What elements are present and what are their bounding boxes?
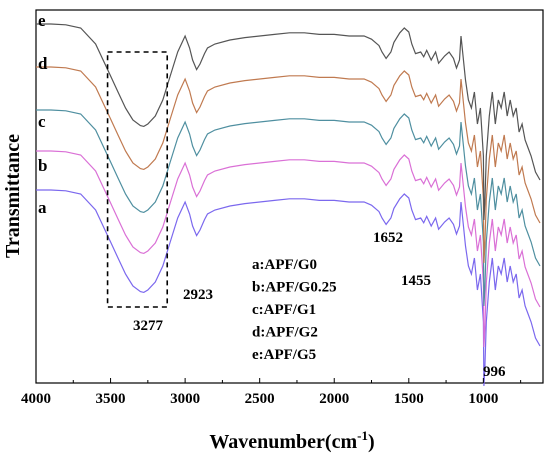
peak-label-3277: 3277 <box>133 318 164 334</box>
x-tick-label: 3500 <box>96 391 126 407</box>
legend: a:APF/G0 b:APF/G0.25 c:APF/G1 d:APF/G2 e:APF… <box>252 257 337 363</box>
highlight-box <box>106 51 169 308</box>
x-tick-label: 3000 <box>170 391 200 407</box>
series-letter-e: e <box>38 11 46 30</box>
legend-entry: d:APF/G2 <box>252 325 318 341</box>
series-letter-c: c <box>38 112 46 131</box>
series-line-b <box>36 150 541 348</box>
x-tick-label: 1500 <box>394 391 424 407</box>
x-tick-label: 2500 <box>245 391 275 407</box>
x-tick-label: 4000 <box>21 391 51 407</box>
x-tick-label: 2000 <box>319 391 349 407</box>
x-axis-ticks: 4000 3500 3000 2500 2000 1500 1000 <box>21 378 522 407</box>
peak-label-996: 996 <box>483 364 506 380</box>
x-tick-label: 1000 <box>468 391 498 407</box>
peak-label-1652: 1652 <box>373 230 403 246</box>
series-line-a <box>36 189 541 387</box>
x-axis-label-sup: -1 <box>357 428 368 443</box>
legend-entry: a:APF/G0 <box>252 257 317 273</box>
series-letter-d: d <box>38 54 48 73</box>
y-axis-label: Transmittance <box>2 134 24 258</box>
series-letter-a: a <box>38 198 47 217</box>
peak-label-1455: 1455 <box>401 273 431 289</box>
x-axis-label-main: Wavenumber(cm <box>209 431 357 453</box>
x-axis-label-close: ) <box>368 431 375 453</box>
plot-frame <box>35 9 544 384</box>
peak-labels: 3277 2923 1652 1455 996 <box>133 230 506 380</box>
series-line-d <box>36 66 541 264</box>
legend-entry: b:APF/G0.25 <box>252 280 337 296</box>
series-letters: a b c d e <box>38 11 48 217</box>
series-letter-b: b <box>38 156 47 175</box>
legend-entry: e:APF/G5 <box>252 347 316 363</box>
series-line-e <box>36 23 541 221</box>
legend-entry: c:APF/G1 <box>252 302 316 318</box>
series-line-c <box>36 109 541 307</box>
peak-label-2923: 2923 <box>183 287 213 303</box>
series-layer <box>36 23 541 387</box>
x-axis-label: Wavenumber(cm-1) <box>209 428 374 453</box>
